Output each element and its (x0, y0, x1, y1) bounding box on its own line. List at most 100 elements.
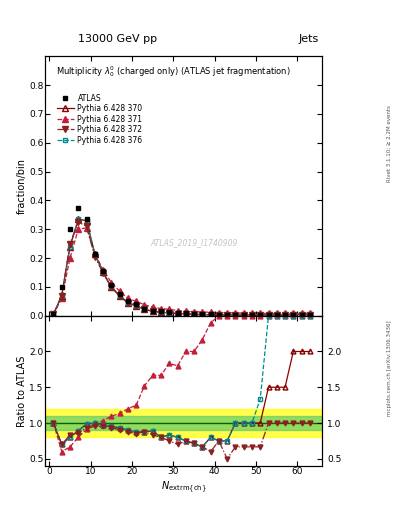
Pythia 6.428 376 (225, 312, 230, 318)
Pythia 6.428 376 (283, 311, 287, 317)
Pythia 6.428 376 (192, 311, 196, 317)
Pythia 6.428 370 (151, 308, 155, 314)
Pythia 6.428 376 (101, 269, 105, 275)
Pythia 6.428 370 (241, 312, 246, 318)
Pythia 6.428 372 (68, 241, 72, 247)
Pythia 6.428 372 (291, 312, 296, 318)
Pythia 6.428 370 (200, 311, 205, 317)
Pythia 6.428 371 (233, 310, 238, 316)
Pythia 6.428 370 (76, 216, 81, 222)
Pythia 6.428 376 (266, 311, 271, 317)
Pythia 6.428 372 (192, 311, 196, 317)
Pythia 6.428 376 (217, 312, 221, 318)
Legend: ATLAS, Pythia 6.428 370, Pythia 6.428 371, Pythia 6.428 372, Pythia 6.428 376: ATLAS, Pythia 6.428 370, Pythia 6.428 37… (55, 91, 145, 147)
Pythia 6.428 371 (258, 310, 263, 316)
Pythia 6.428 370 (283, 312, 287, 318)
Pythia 6.428 370 (84, 218, 89, 224)
Pythia 6.428 372 (142, 306, 147, 312)
Pythia 6.428 376 (250, 312, 254, 318)
Pythia 6.428 370 (159, 309, 163, 315)
Pythia 6.428 372 (92, 253, 97, 260)
Pythia 6.428 371 (84, 225, 89, 231)
Text: Rivet 3.1.10; ≥ 2.2M events: Rivet 3.1.10; ≥ 2.2M events (387, 105, 392, 182)
X-axis label: $N_{\rm extrm\{ch\}}$: $N_{\rm extrm\{ch\}}$ (161, 479, 207, 495)
Pythia 6.428 371 (274, 310, 279, 316)
Pythia 6.428 370 (125, 300, 130, 306)
Pythia 6.428 372 (241, 312, 246, 318)
Pythia 6.428 376 (125, 300, 130, 306)
Pythia 6.428 371 (208, 309, 213, 315)
Pythia 6.428 372 (151, 308, 155, 314)
Pythia 6.428 376 (117, 292, 122, 298)
Pythia 6.428 370 (68, 244, 72, 250)
Pythia 6.428 370 (142, 306, 147, 312)
Pythia 6.428 376 (175, 310, 180, 316)
Pythia 6.428 376 (84, 218, 89, 224)
Text: ATLAS_2019_I1740909: ATLAS_2019_I1740909 (151, 239, 238, 248)
Pythia 6.428 372 (307, 312, 312, 318)
Pythia 6.428 372 (184, 311, 188, 317)
Pythia 6.428 371 (192, 309, 196, 315)
Pythia 6.428 370 (184, 311, 188, 317)
Pythia 6.428 372 (200, 311, 205, 317)
Pythia 6.428 372 (283, 312, 287, 318)
Pythia 6.428 372 (175, 311, 180, 317)
Pythia 6.428 371 (92, 251, 97, 257)
Pythia 6.428 372 (266, 312, 271, 318)
Pythia 6.428 371 (142, 302, 147, 308)
Pythia 6.428 376 (76, 216, 81, 222)
Pythia 6.428 371 (109, 280, 114, 286)
Pythia 6.428 376 (109, 284, 114, 290)
Pythia 6.428 371 (59, 295, 64, 302)
Pythia 6.428 371 (101, 267, 105, 273)
Pythia 6.428 376 (299, 311, 304, 317)
Pythia 6.428 371 (241, 310, 246, 316)
Y-axis label: Ratio to ATLAS: Ratio to ATLAS (17, 355, 27, 426)
Pythia 6.428 376 (258, 311, 263, 317)
Line: Pythia 6.428 371: Pythia 6.428 371 (51, 225, 313, 317)
Pythia 6.428 371 (167, 306, 172, 312)
Pythia 6.428 371 (117, 288, 122, 294)
Pythia 6.428 372 (225, 312, 230, 318)
Pythia 6.428 372 (217, 312, 221, 318)
Pythia 6.428 376 (134, 303, 138, 309)
Line: Pythia 6.428 372: Pythia 6.428 372 (51, 219, 313, 318)
Pythia 6.428 371 (184, 308, 188, 314)
Pythia 6.428 372 (208, 312, 213, 318)
Pythia 6.428 372 (76, 219, 81, 225)
Pythia 6.428 370 (250, 312, 254, 318)
Pythia 6.428 371 (283, 310, 287, 316)
Pythia 6.428 370 (117, 292, 122, 298)
Pythia 6.428 376 (241, 312, 246, 318)
Pythia 6.428 372 (233, 312, 238, 318)
Pythia 6.428 371 (76, 226, 81, 232)
Pythia 6.428 376 (200, 311, 205, 317)
Pythia 6.428 370 (299, 311, 304, 317)
Pythia 6.428 371 (299, 310, 304, 316)
Pythia 6.428 370 (109, 284, 114, 290)
Pythia 6.428 376 (59, 292, 64, 298)
Text: Multiplicity $\lambda_0^0$ (charged only) (ATLAS jet fragmentation): Multiplicity $\lambda_0^0$ (charged only… (56, 64, 291, 79)
Pythia 6.428 372 (109, 284, 114, 290)
Line: Pythia 6.428 370: Pythia 6.428 370 (51, 217, 313, 317)
Pythia 6.428 372 (84, 223, 89, 229)
Pythia 6.428 372 (250, 312, 254, 318)
Pythia 6.428 371 (225, 310, 230, 316)
Pythia 6.428 371 (134, 298, 138, 305)
Pythia 6.428 376 (291, 311, 296, 317)
Pythia 6.428 370 (217, 312, 221, 318)
Pythia 6.428 371 (307, 310, 312, 316)
Pythia 6.428 371 (175, 308, 180, 314)
Pythia 6.428 372 (258, 312, 263, 318)
Pythia 6.428 371 (291, 310, 296, 316)
Y-axis label: fraction/bin: fraction/bin (17, 158, 27, 214)
Text: Jets: Jets (298, 33, 318, 44)
Pythia 6.428 370 (59, 292, 64, 298)
Text: 13000 GeV pp: 13000 GeV pp (78, 33, 158, 44)
Pythia 6.428 372 (167, 310, 172, 316)
Pythia 6.428 371 (159, 306, 163, 312)
Pythia 6.428 371 (250, 310, 254, 316)
Pythia 6.428 376 (167, 310, 172, 316)
Pythia 6.428 370 (175, 310, 180, 316)
Pythia 6.428 376 (92, 251, 97, 257)
